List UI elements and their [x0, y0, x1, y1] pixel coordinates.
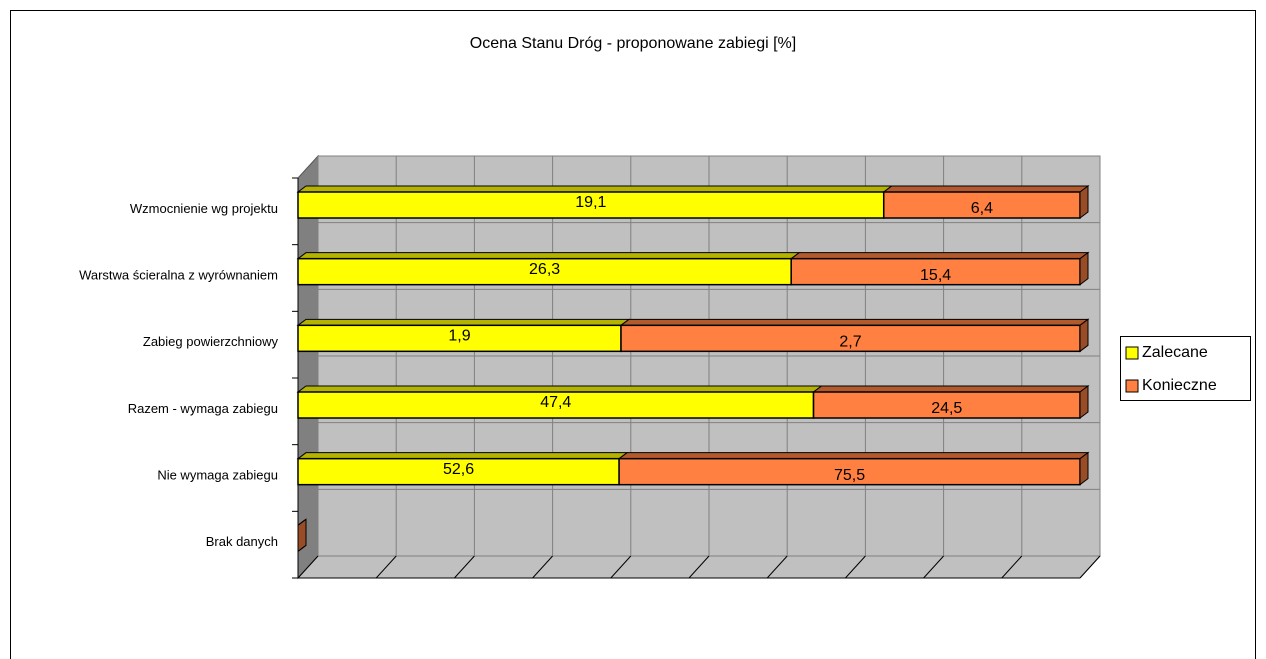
legend-label: Konieczne — [1142, 377, 1217, 394]
legend-label: Zalecane — [1142, 344, 1208, 361]
floor-grid-line — [610, 555, 632, 579]
floor-grid-line — [923, 555, 944, 579]
bar — [297, 257, 792, 286]
data-label: 19,1 — [575, 194, 606, 211]
bar — [618, 457, 1081, 486]
data-label: 1,9 — [448, 328, 470, 345]
y-tick-label: Warstwa ścieralna z wyrównaniem — [79, 267, 278, 282]
floor-grid-line — [375, 555, 397, 579]
floor-grid-line — [688, 555, 710, 579]
bar — [297, 457, 620, 486]
data-label: 15,4 — [920, 267, 951, 284]
y-tick-label: Nie wymaga zabiegu — [157, 467, 278, 482]
floor-grid-line — [1001, 555, 1023, 579]
bar-top — [789, 252, 1090, 260]
bar-top — [296, 252, 801, 260]
bar-side — [1079, 318, 1089, 353]
floor-grid-line — [532, 555, 553, 579]
floor-grid-line — [297, 555, 319, 579]
data-label: 26,3 — [529, 261, 560, 278]
legend — [1120, 336, 1251, 401]
data-label: 47,4 — [540, 394, 571, 411]
bar-top — [812, 385, 1090, 393]
data-label: 24,5 — [931, 400, 962, 417]
bar-side — [1079, 251, 1089, 286]
data-label: 52,6 — [443, 461, 474, 478]
legend-swatch — [1125, 379, 1139, 393]
chart-title: Ocena Stanu Dróg - proponowane zabiegi [… — [470, 35, 796, 52]
floor-grid-line — [766, 555, 788, 579]
floor-grid-line — [454, 555, 475, 579]
y-tick-label: Razem - wymaga zabiegu — [128, 401, 278, 416]
data-label: 6,4 — [971, 200, 993, 217]
legend-swatch — [1125, 346, 1139, 360]
bar — [297, 191, 885, 219]
bar-top — [296, 185, 894, 193]
bar — [620, 324, 1081, 353]
bar — [790, 257, 1081, 286]
y-tick-label: Zabieg powierzchniowy — [143, 334, 279, 349]
side-wall — [297, 154, 319, 580]
y-tick-label: Wzmocnienie wg projektu — [130, 201, 278, 216]
bar-top — [296, 452, 629, 460]
bar-top — [617, 452, 1090, 460]
y-tick-label: Brak danych — [206, 534, 278, 549]
bar — [297, 324, 622, 353]
bar-side — [1079, 185, 1089, 219]
bar-top — [296, 318, 631, 326]
bar-top — [296, 385, 824, 393]
bar-top — [882, 185, 1090, 193]
bar-top — [619, 318, 1090, 326]
data-label: 2,7 — [839, 334, 861, 351]
data-label: 75,5 — [834, 467, 865, 484]
bar-side — [297, 518, 307, 553]
floor-grid-line — [1079, 555, 1101, 579]
floor-grid-line — [845, 555, 866, 579]
bar-side — [1079, 451, 1089, 486]
bar-side — [1079, 385, 1089, 419]
